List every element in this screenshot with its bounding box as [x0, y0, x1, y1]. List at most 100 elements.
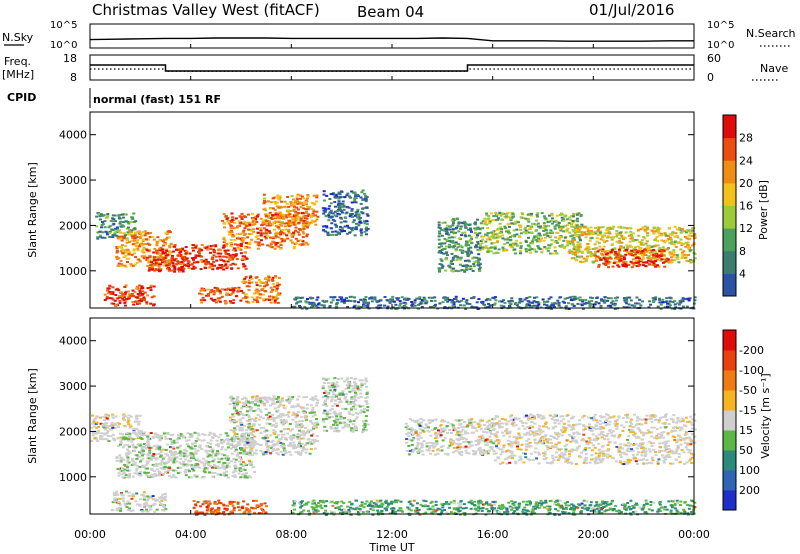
data-cell	[296, 231, 300, 234]
data-cell	[572, 212, 575, 215]
data-cell	[281, 231, 285, 234]
data-cell	[636, 251, 640, 254]
data-cell	[274, 243, 278, 246]
data-cell	[581, 299, 585, 302]
data-cell	[291, 218, 295, 221]
data-cell	[460, 251, 464, 254]
data-cell	[282, 214, 286, 217]
data-cell	[205, 294, 209, 297]
data-cell	[135, 416, 139, 419]
data-cell	[544, 217, 548, 220]
data-cell	[360, 191, 364, 194]
data-cell	[350, 209, 354, 212]
data-cell	[127, 438, 130, 441]
data-cell	[492, 219, 496, 222]
data-cell	[479, 222, 483, 225]
data-cell	[659, 307, 663, 310]
data-cell	[234, 465, 238, 468]
data-cell	[272, 221, 276, 224]
data-cell	[152, 498, 155, 501]
data-cell	[287, 211, 291, 214]
data-cell	[444, 258, 448, 261]
data-cell	[620, 241, 624, 244]
data-cell	[575, 227, 579, 229]
data-cell	[197, 249, 201, 252]
data-cell	[111, 217, 115, 220]
data-cell	[286, 209, 290, 212]
data-cell	[357, 213, 361, 216]
data-cell	[133, 263, 137, 266]
data-cell	[280, 237, 284, 240]
data-cell	[130, 440, 134, 443]
data-cell	[205, 501, 209, 504]
data-cell	[291, 217, 295, 220]
data-cell	[450, 252, 454, 255]
data-cell	[334, 230, 338, 233]
data-cell	[292, 202, 296, 205]
data-cell	[359, 234, 363, 237]
data-cell	[164, 254, 168, 257]
data-cell	[120, 291, 123, 294]
data-cell	[377, 304, 381, 307]
data-cell	[432, 305, 436, 308]
data-cell	[306, 438, 310, 441]
data-cell	[127, 445, 131, 448]
data-cell	[617, 265, 621, 268]
data-cell	[619, 225, 623, 228]
data-cell	[233, 476, 237, 479]
data-cell	[144, 464, 148, 467]
data-cell	[175, 441, 179, 444]
data-cell	[625, 264, 629, 267]
data-cell	[568, 251, 572, 254]
data-cell	[125, 250, 128, 253]
data-cell	[184, 469, 188, 471]
data-cell	[589, 251, 593, 254]
data-cell	[578, 237, 582, 240]
data-cell	[128, 251, 132, 254]
data-cell	[643, 237, 647, 240]
data-cell	[515, 228, 519, 231]
data-cell	[483, 218, 487, 221]
data-cell	[159, 495, 163, 498]
data-cell	[133, 449, 137, 452]
data-cell	[335, 305, 339, 308]
data-cell	[686, 247, 690, 249]
data-cell	[465, 264, 469, 267]
data-cell	[296, 398, 299, 401]
data-cell	[609, 236, 613, 239]
data-cell	[201, 433, 205, 436]
data-cell	[475, 301, 479, 304]
data-cell	[603, 301, 607, 304]
data-cell	[160, 500, 164, 502]
data-cell	[641, 243, 645, 246]
data-cell	[656, 239, 659, 242]
data-cell	[99, 416, 102, 419]
data-cell	[227, 465, 231, 468]
data-cell	[164, 495, 168, 498]
data-cell	[589, 226, 593, 229]
data-cell	[139, 436, 143, 439]
data-cell	[225, 294, 229, 297]
data-cell	[642, 261, 646, 264]
data-cell	[124, 265, 128, 268]
data-cell	[470, 241, 474, 244]
data-cell	[604, 264, 608, 266]
data-cell	[343, 220, 347, 223]
data-cell	[227, 513, 231, 516]
data-cell	[120, 248, 124, 251]
data-cell	[331, 212, 335, 215]
data-cell	[225, 470, 228, 473]
data-cell	[219, 440, 223, 443]
data-cell	[210, 263, 214, 266]
data-cell	[118, 454, 122, 457]
data-cell	[128, 507, 131, 510]
data-cell	[194, 440, 198, 442]
data-cell	[264, 237, 268, 240]
data-cell	[407, 297, 411, 300]
data-cell	[295, 242, 298, 245]
data-cell	[622, 260, 626, 263]
data-cell	[617, 248, 621, 251]
data-cell	[601, 226, 605, 229]
data-cell	[108, 225, 112, 228]
data-cell	[191, 442, 194, 445]
